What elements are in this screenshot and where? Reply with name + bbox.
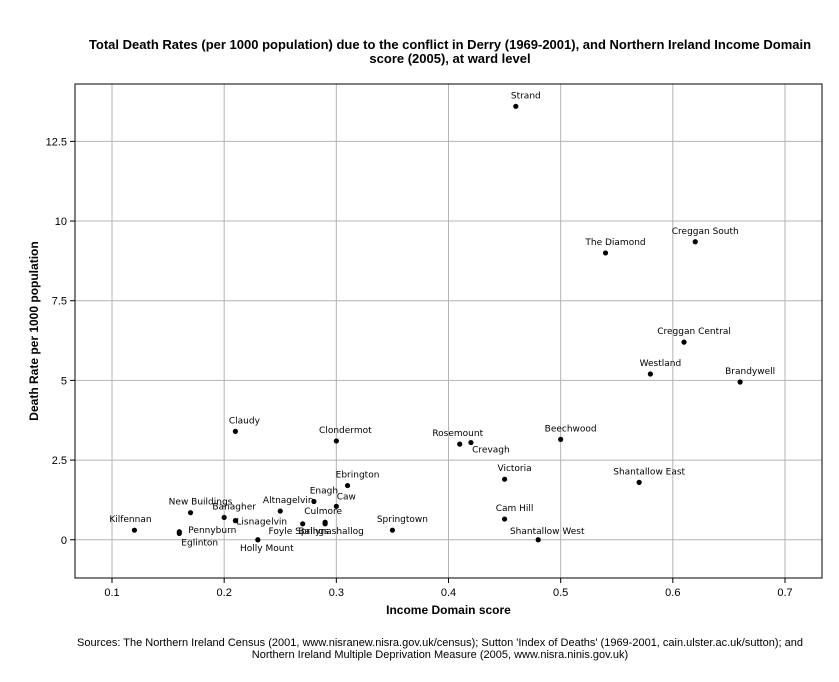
data-point: [255, 537, 261, 543]
data-point: [692, 239, 698, 245]
data-point: [457, 441, 463, 447]
data-point: [232, 428, 238, 434]
data-point: [344, 482, 351, 489]
data-point: [636, 479, 642, 485]
y-tick-label: 0: [61, 535, 67, 547]
data-point: [681, 339, 687, 345]
data-point-label: New Buildings: [169, 498, 233, 508]
data-point-label: Foyle Springs: [269, 527, 330, 537]
data-point: [501, 516, 508, 522]
data-point-label: Brandywell: [725, 367, 775, 377]
data-point: [187, 510, 194, 516]
data-point: [333, 438, 339, 444]
chart-title-line-2: score (2005), at ward level: [369, 51, 531, 66]
y-tick-label: 12.5: [46, 136, 67, 148]
data-point: [558, 436, 564, 442]
data-point-label: Cam Hill: [496, 504, 534, 514]
y-tick-label: 7.5: [52, 296, 67, 308]
data-point-label: Westland: [640, 359, 682, 369]
data-point-label: Crevagh: [472, 446, 510, 456]
x-tick-label: 0.5: [553, 587, 568, 599]
y-tick-label: 5: [61, 375, 67, 387]
data-point-label: Caw: [337, 492, 356, 502]
data-point: [176, 530, 182, 536]
data-point-label: Eglinton: [181, 538, 218, 548]
x-axis: 0.1 0.2 0.3 0.4 0.5 0.6 0.7: [104, 578, 793, 599]
x-tick-label: 0.1: [104, 587, 119, 599]
data-point-label: Springtown: [377, 515, 428, 525]
data-point-label: Strand: [511, 91, 541, 101]
data-point: [300, 521, 306, 527]
x-tick-label: 0.6: [665, 587, 680, 599]
data-point: [221, 514, 227, 521]
y-tick-label: 10: [55, 216, 67, 228]
data-point-label: Kilfennan: [109, 515, 151, 525]
y-axis-title: Death Rate per 1000 population: [27, 241, 41, 420]
data-point-label: Victoria: [497, 464, 531, 474]
data-point: [501, 476, 508, 482]
data-point-label: Holly Mount: [240, 544, 294, 554]
chart-title-line-1: Total Death Rates (per 1000 population) …: [88, 37, 812, 52]
data-point-label: Beechwood: [545, 424, 597, 434]
data-point-label: Clondermot: [319, 426, 372, 436]
data-point-label: Ballynashallog: [298, 527, 363, 537]
data-point-label: Creggan South: [672, 227, 739, 237]
x-tick-label: 0.2: [217, 587, 232, 599]
x-tick-label: 0.7: [777, 587, 792, 599]
data-point-label: Altnagelvin: [263, 496, 314, 506]
data-point-label: Creggan Central: [657, 327, 731, 337]
data-point-label: Shantallow East: [613, 467, 685, 477]
data-point: [389, 527, 396, 533]
data-point: [647, 371, 653, 377]
chart-title: Total Death Rates (per 1000 population) …: [70, 38, 830, 66]
data-point: [333, 503, 339, 509]
data-point-label: Shantallow West: [510, 527, 585, 537]
x-axis-title: Income Domain score: [386, 603, 511, 617]
source-note: Sources: The Northern Ireland Census (20…: [40, 637, 839, 661]
y-tick-label: 2.5: [52, 455, 67, 467]
grid-lines: [75, 84, 822, 578]
data-point: [602, 250, 609, 256]
x-tick-label: 0.3: [329, 587, 344, 599]
data-point: [322, 521, 328, 527]
source-line-1: Sources: The Northern Ireland Census (20…: [77, 637, 803, 649]
data-point: [535, 537, 541, 543]
data-point: [737, 379, 743, 385]
data-point-label: Lisnagelvin: [236, 518, 287, 528]
data-point-label: Ebrington: [336, 471, 380, 481]
data-point-label: Enagh: [310, 487, 338, 497]
data-point: [468, 439, 474, 446]
data-point-label: Culmore: [304, 507, 342, 517]
data-point: [513, 103, 519, 109]
source-line-2: Northern Ireland Multiple Deprivation Me…: [251, 649, 629, 661]
data-point-label: Rosemount: [432, 429, 483, 439]
data-point: [232, 518, 238, 524]
data-point-label: The Diamond: [584, 238, 645, 248]
data-point-label: Claudy: [229, 416, 261, 426]
x-tick-label: 0.4: [441, 587, 456, 599]
data-point-label: Banagher: [212, 502, 256, 512]
data-point: [277, 508, 283, 514]
data-point-label: Pennyburn: [188, 526, 236, 536]
data-points: Strand Creggan South The Diamond Creggan Ce…: [109, 91, 775, 553]
data-point: [311, 498, 317, 505]
y-axis: 0 2.5 5 7.5 10 12.5: [46, 136, 75, 547]
data-point: [131, 527, 138, 533]
